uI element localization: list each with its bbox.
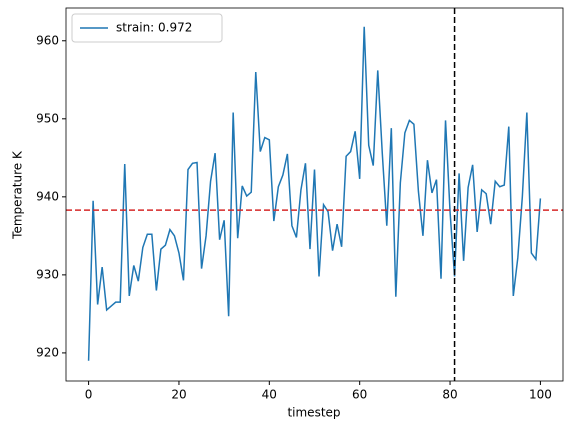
x-tick-label: 20 xyxy=(171,388,186,402)
legend-label: strain: 0.972 xyxy=(116,21,192,35)
x-axis-label: timestep xyxy=(287,406,340,420)
x-tick-label: 100 xyxy=(529,388,552,402)
y-axis-label: Temperature K xyxy=(11,150,25,240)
x-tick-label: 0 xyxy=(85,388,93,402)
data-line xyxy=(87,26,542,361)
x-tick-label: 40 xyxy=(262,388,277,402)
x-tick-label: 60 xyxy=(352,388,367,402)
y-tick-label: 930 xyxy=(36,267,59,281)
y-tick-label: 960 xyxy=(36,33,59,47)
y-tick-label: 920 xyxy=(36,345,59,359)
plot-frame xyxy=(65,7,564,382)
y-tick-label: 950 xyxy=(36,111,59,125)
legend-box xyxy=(71,13,223,43)
y-tick-label: 940 xyxy=(36,189,59,203)
x-tick-label: 80 xyxy=(442,388,457,402)
